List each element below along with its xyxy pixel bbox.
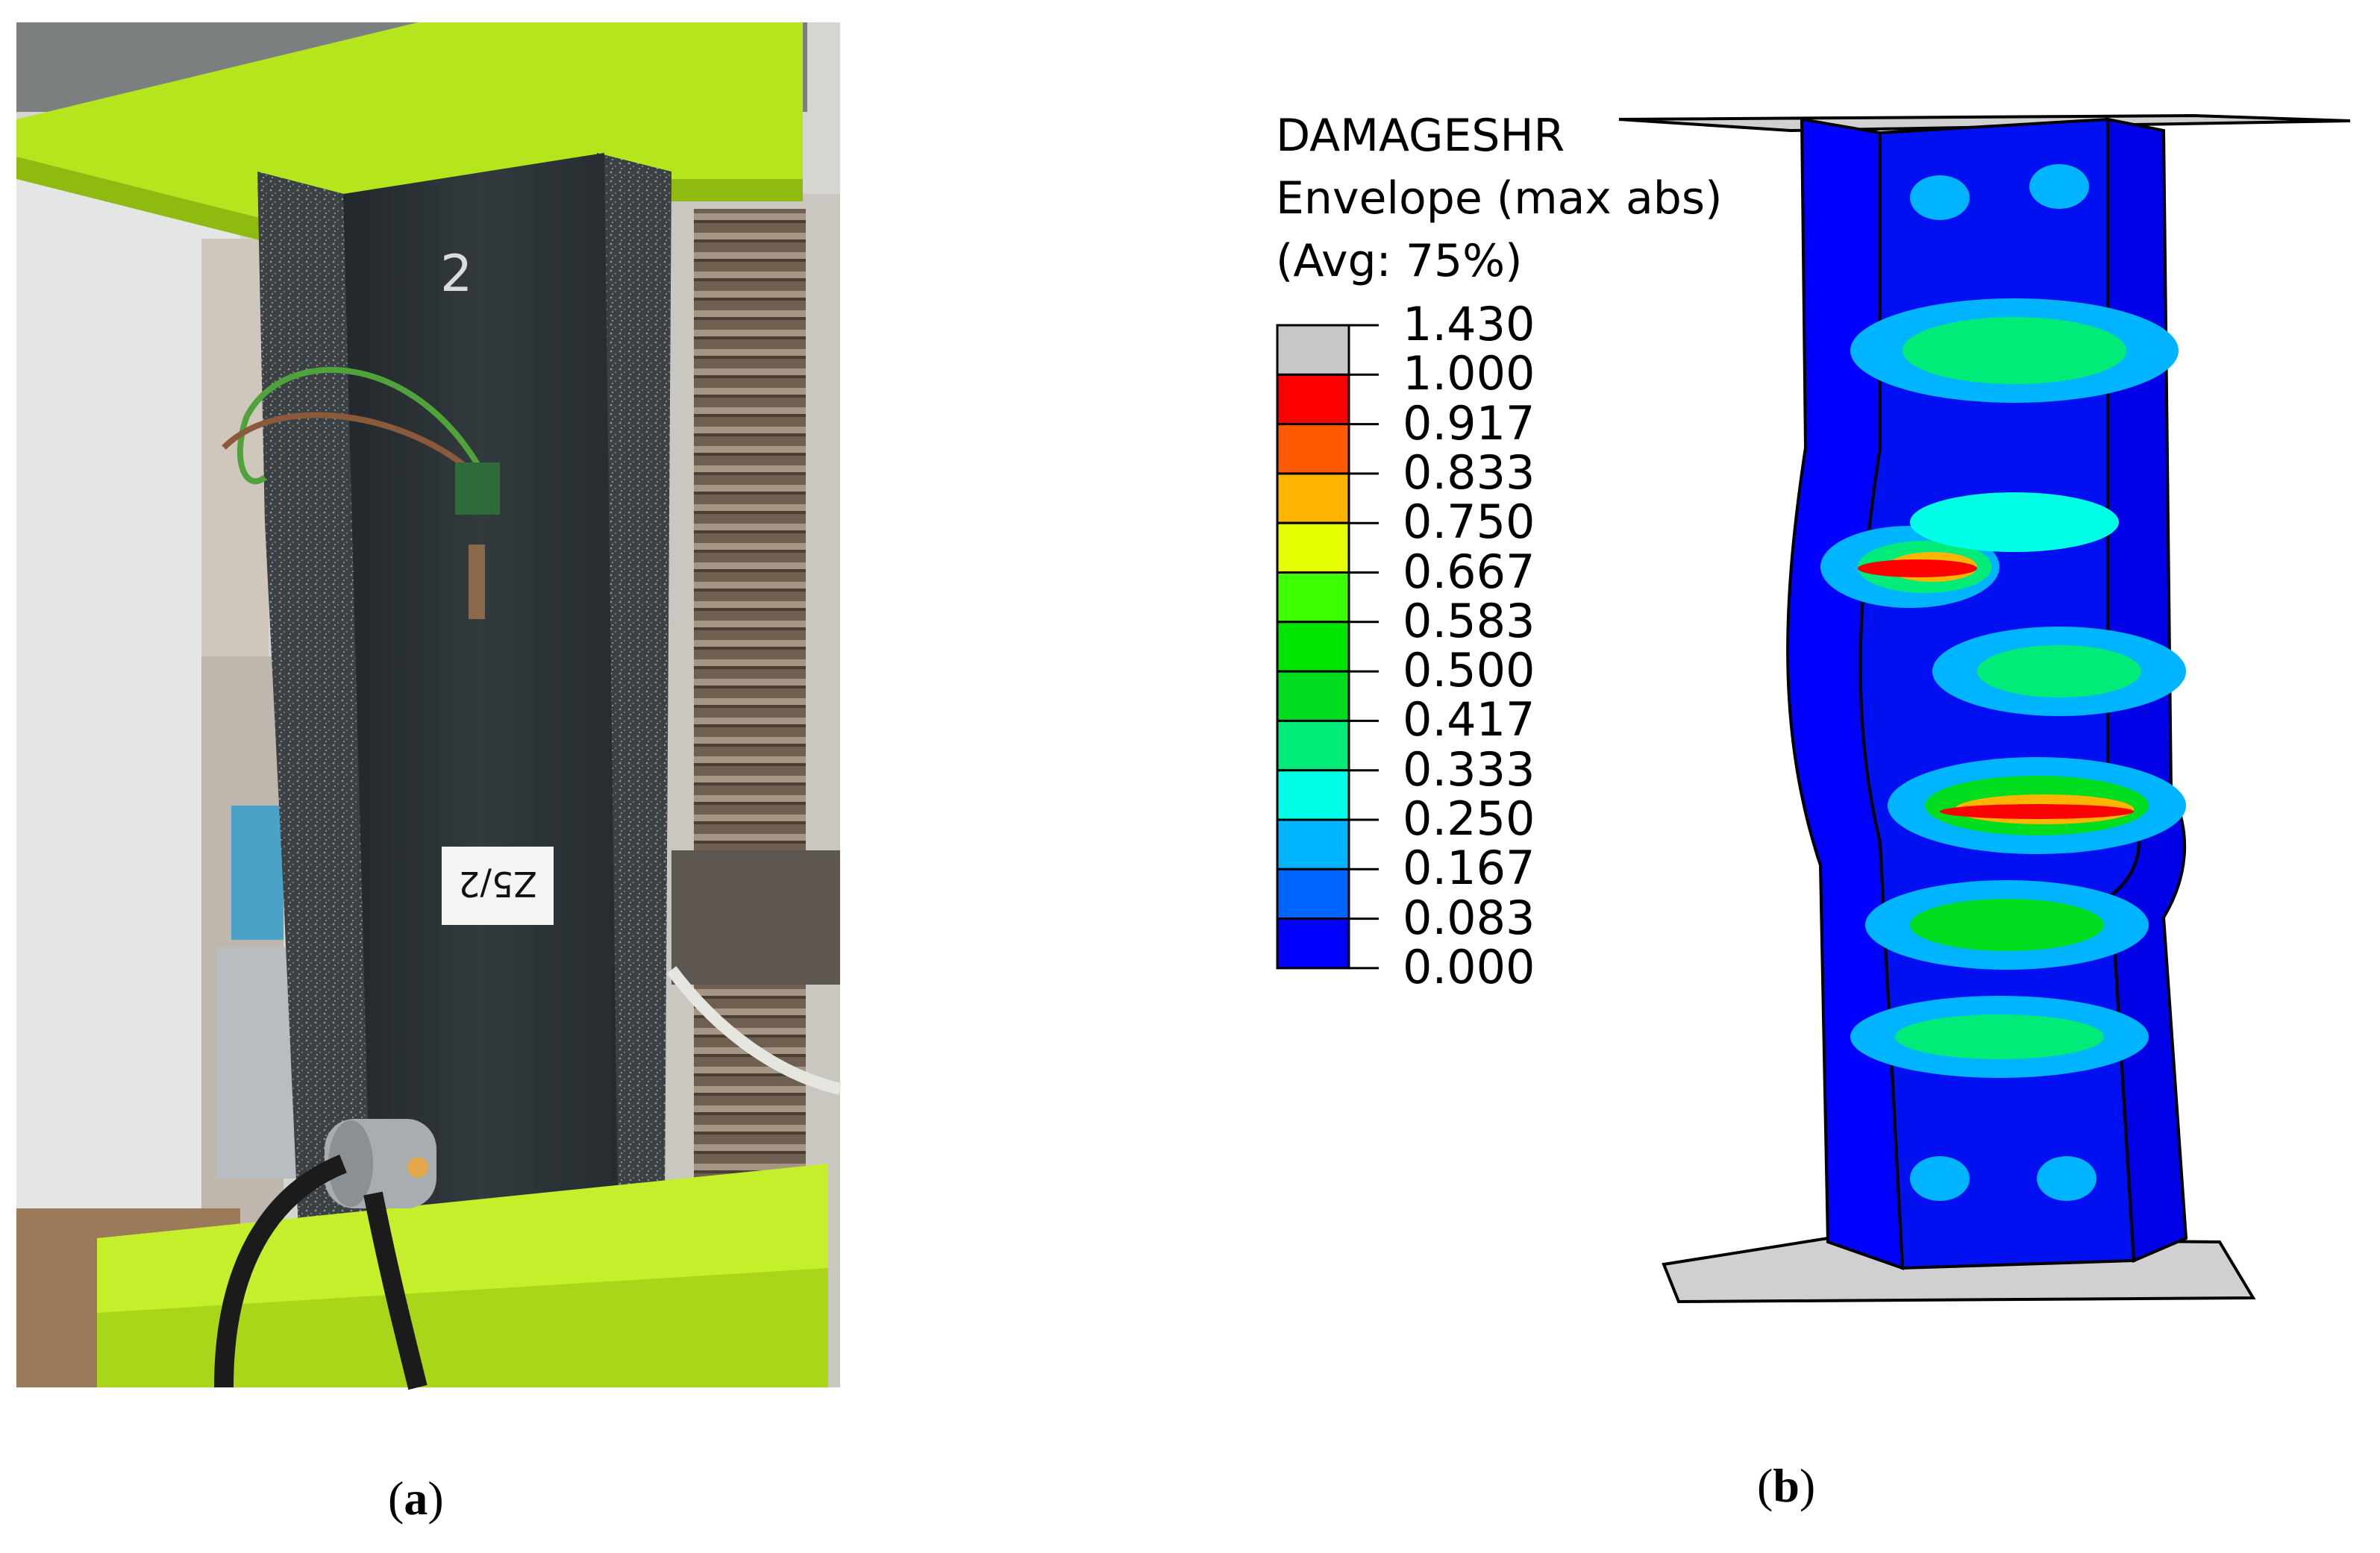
legend-tick-label: 0.083	[1403, 890, 1535, 945]
legend-title-line: Envelope (max abs)	[1276, 172, 1723, 225]
left-flange	[257, 172, 373, 1313]
legend-tick-label: 1.430	[1403, 297, 1535, 351]
legend-tick-label: 1.000	[1403, 346, 1535, 401]
legend-tick-label: 0.750	[1403, 495, 1535, 550]
specimen-tag-text: Z5/2	[458, 864, 537, 904]
legend-tick-label: 0.500	[1403, 643, 1535, 698]
specimen-web	[343, 153, 619, 1313]
caption-b: (b)	[1757, 1459, 1816, 1512]
legend-tick-label: 0.167	[1403, 841, 1535, 896]
legend-tick-label: 0.917	[1403, 395, 1535, 451]
specimen-number: 2	[440, 245, 472, 304]
caption-a: (a)	[388, 1472, 444, 1525]
legend-title-line: (Avg: 75%)	[1276, 235, 1523, 287]
legend-tick-label: 0.583	[1403, 593, 1535, 648]
strain-gauge	[455, 462, 500, 515]
legend-tick-label: 0.250	[1403, 791, 1535, 846]
legend-title: DAMAGESHR Envelope (max abs) (Avg: 75%)	[1276, 104, 1723, 292]
damage-contours	[1820, 164, 2186, 1201]
legend-tick-label: 0.333	[1403, 741, 1535, 797]
legend-tick-label: 0.000	[1403, 939, 1535, 994]
specimen-tag	[442, 847, 554, 925]
legend-tick-label: 0.833	[1403, 445, 1535, 500]
legend-tick-label: 0.667	[1403, 544, 1535, 599]
legend-tick-label: 0.417	[1403, 692, 1535, 747]
legend-title-line: DAMAGESHR	[1276, 110, 1565, 162]
